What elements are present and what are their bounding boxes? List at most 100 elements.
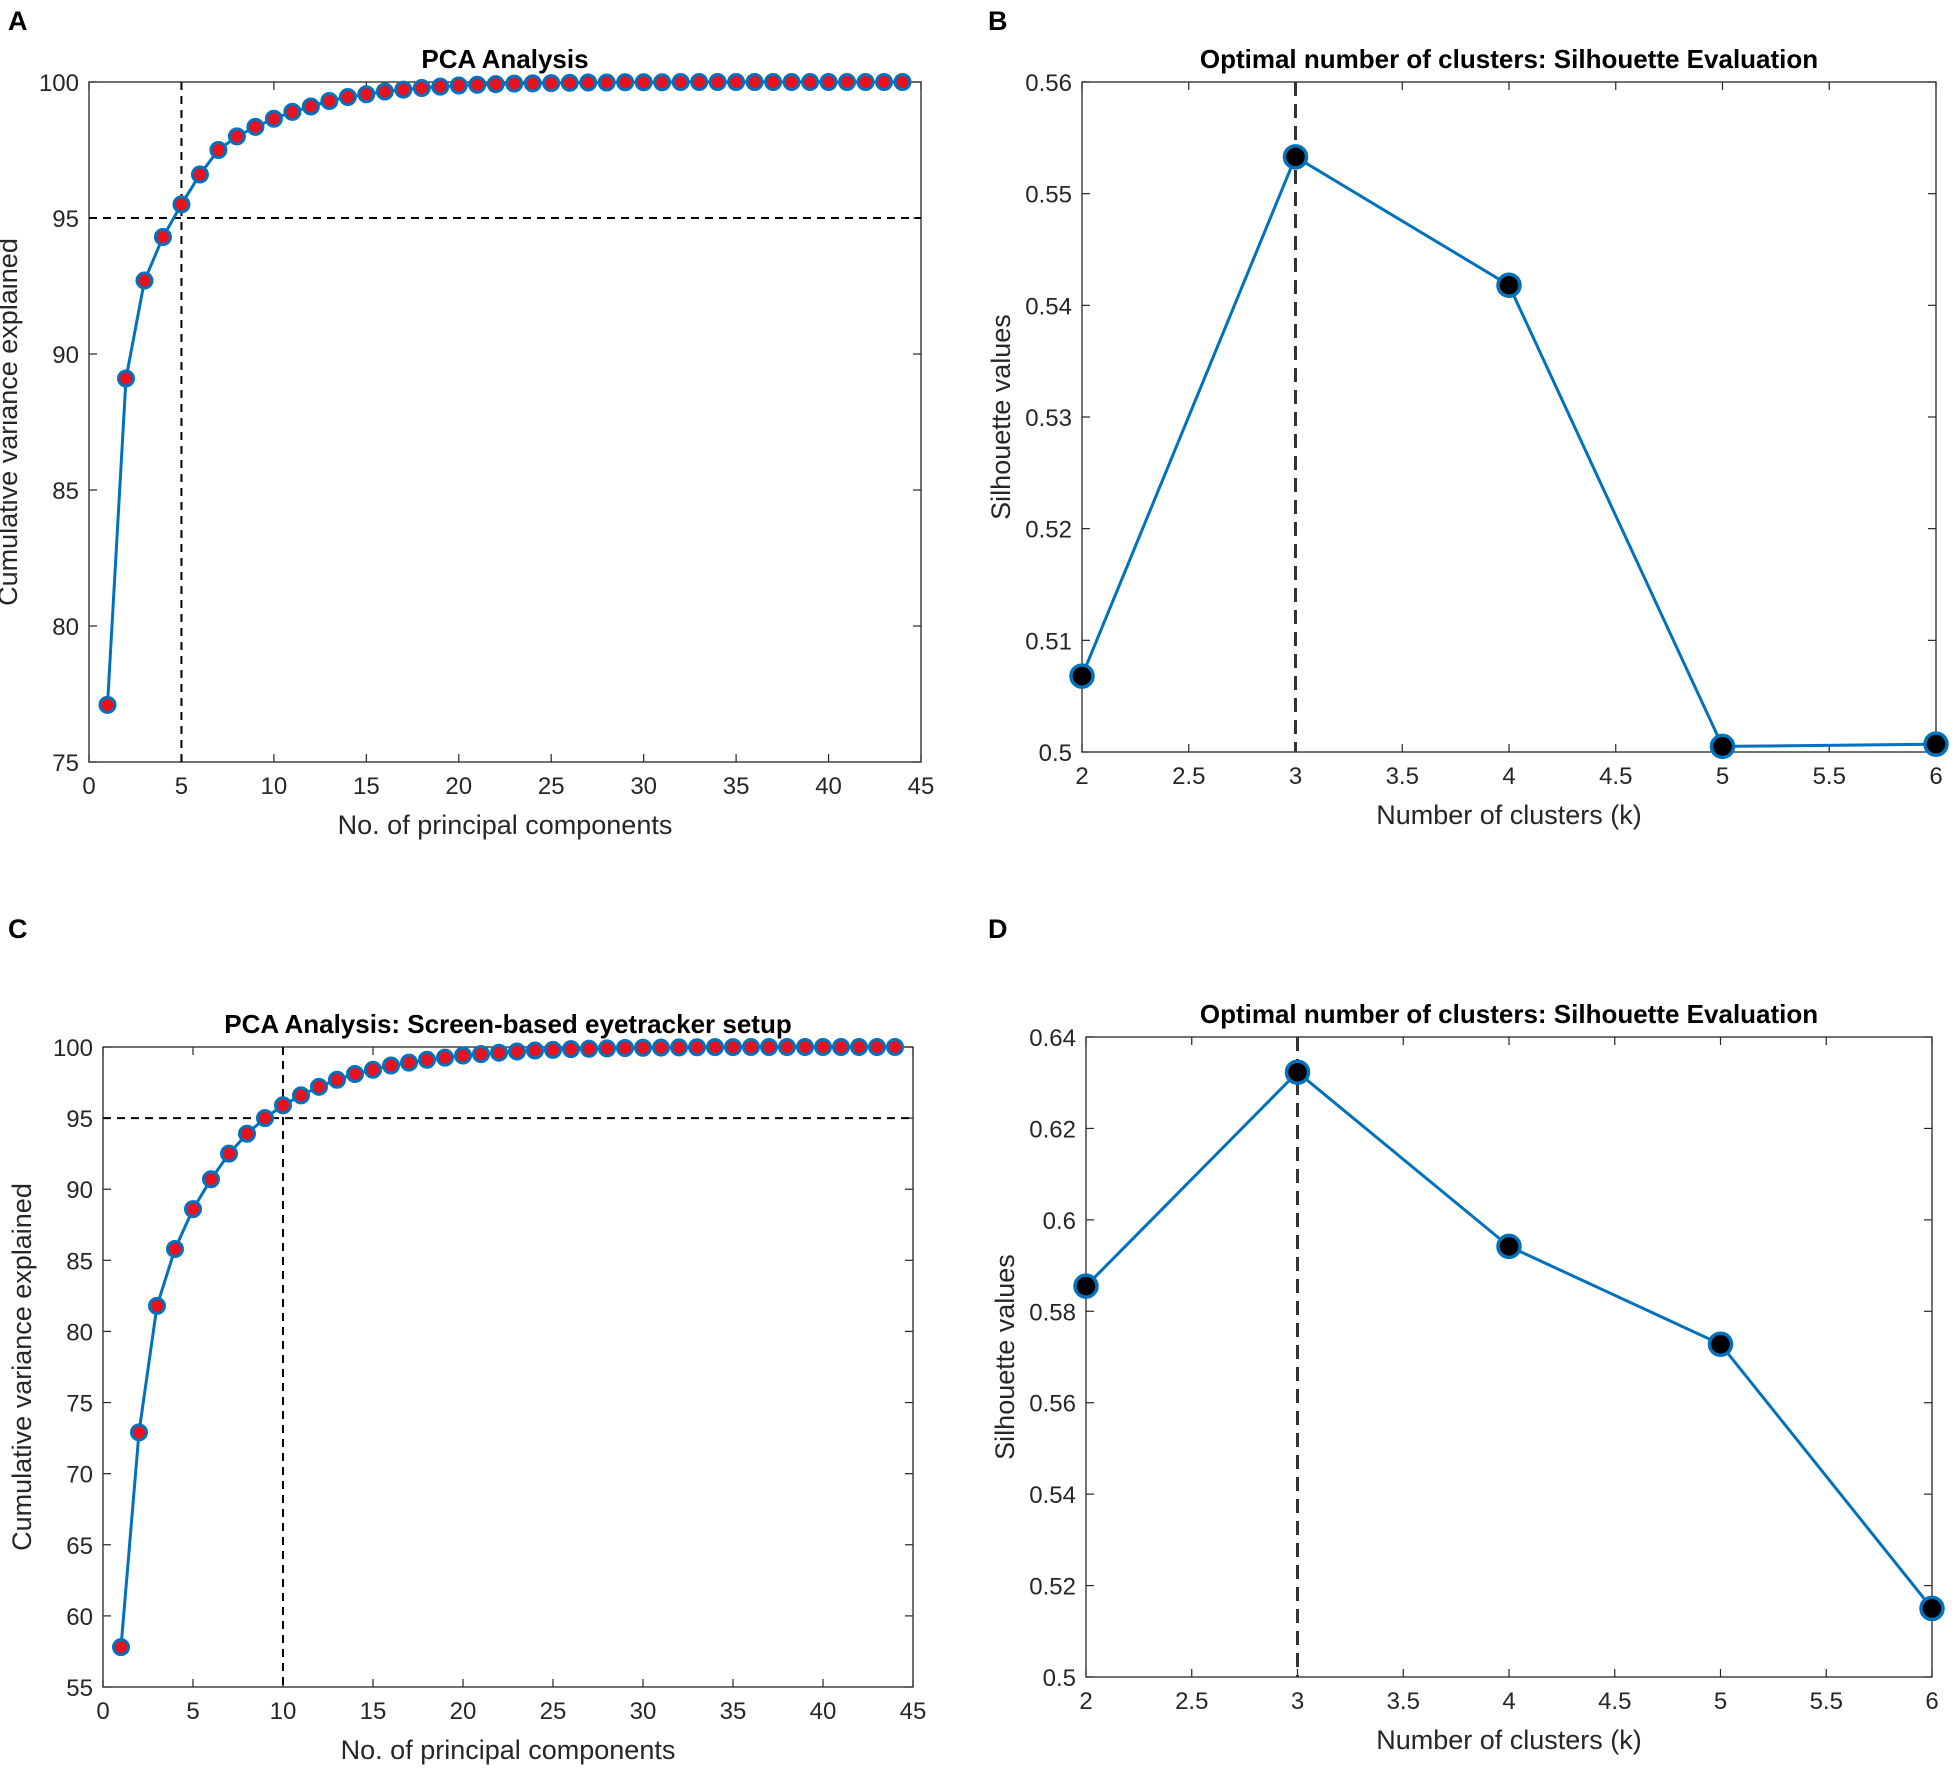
chart-c-y-tick-label: 95 [66,1106,93,1133]
chart-a-data-point [616,73,635,92]
chart-a-data-point [264,109,283,128]
chart-c-data-point [670,1038,688,1057]
chart-a-data-point [505,74,524,93]
chart-a-data-point [357,85,376,104]
chart-a-data-point [875,73,894,91]
chart-c-data-point [580,1039,598,1058]
chart-a-x-tick-label: 45 [908,773,935,800]
chart-a-y-tick-label: 90 [52,342,79,369]
chart-b-x-tick-label: 4 [1502,763,1515,790]
chart-d-y-tick-label: 0.62 [1029,1116,1076,1143]
chart-d-x-tick-label: 2.5 [1175,1688,1208,1715]
chart-b-title: Optimal number of clusters: Silhouette E… [1200,44,1818,74]
chart-a-y-tick-label: 95 [52,206,79,233]
chart-a-data-point [579,73,598,92]
chart-a-pca: 0 5 10 15 20 25 30 35 40 45 75 80 85 90 95 100 PCA Analy… [0,44,934,840]
chart-d-x-tick-label: 6 [1925,1688,1938,1715]
chart-d-y-tick-label: 0.54 [1029,1482,1076,1509]
chart-a-data-point [560,73,579,92]
chart-c-x-axis-label: No. of principal components [341,1735,676,1765]
chart-d-data-point [1707,1331,1734,1357]
chart-b-y-tick-label: 0.52 [1025,517,1072,544]
chart-c-title: PCA Analysis: Screen-based eyetracker se… [224,1009,791,1039]
chart-c-y-axis-label: Cumulative variance explained [7,1183,37,1551]
chart-c-data-point [184,1200,202,1219]
chart-a-data-point [246,117,265,136]
chart-a-data-point [190,165,209,184]
chart-b-x-tick-label: 4.5 [1599,763,1632,790]
chart-c-x-tick-label: 10 [270,1698,297,1725]
chart-a-data-point [227,127,246,146]
chart-a-data-point [338,87,357,106]
chart-a-data-point [394,80,413,99]
chart-c-data-point [886,1038,904,1056]
chart-a-data-point [856,73,875,91]
chart-a-data-point [727,73,746,91]
chart-d-x-tick-label: 3.5 [1387,1688,1420,1715]
chart-c-y-tick-label: 90 [66,1177,93,1204]
chart-a-x-tick-label: 20 [445,773,472,800]
chart-d-x-tick-label: 3 [1291,1688,1304,1715]
chart-c-data-point [400,1053,418,1072]
chart-c-data-point [724,1038,742,1057]
chart-b-x-tick-label: 2 [1075,763,1088,790]
chart-c-data-point [562,1040,580,1059]
chart-b-y-tick-label: 0.51 [1025,628,1072,655]
chart-c-data-point [634,1038,652,1057]
panel-label-b: B [988,6,1008,36]
chart-b-data-point [1496,272,1522,298]
chart-c-x-tick-label: 5 [186,1698,199,1725]
chart-c-x-tick-label: 25 [540,1698,567,1725]
chart-a-x-tick-label: 40 [815,773,842,800]
chart-a-x-axis-label: No. of principal components [338,810,673,840]
chart-c-data-point [310,1077,328,1096]
chart-d-data-point [1073,1273,1099,1299]
chart-a-x-tick-label: 35 [723,773,750,800]
chart-c-data-point [868,1038,886,1056]
chart-a-x-tick-label: 5 [175,773,188,800]
chart-a-data-point [745,73,764,91]
chart-a-title: PCA Analysis [421,44,588,74]
chart-d-y-tick-label: 0.5 [1043,1665,1076,1692]
chart-d-y-tick-label: 0.58 [1029,1299,1076,1326]
chart-c-data-point [382,1056,400,1075]
chart-c-x-tick-label: 35 [720,1698,747,1725]
chart-a-data-point [375,82,394,101]
chart-a-data-point [172,195,191,214]
chart-c-x-tick-label: 45 [900,1698,927,1725]
chart-c-data-point [814,1038,832,1056]
chart-a-data-point [283,102,302,121]
chart-a-data-point [209,141,228,159]
chart-a-data-point [801,73,820,91]
chart-a-x-tick-label: 25 [538,773,565,800]
chart-d-y-axis-label: Silhouette values [990,1254,1020,1460]
chart-c-x-tick-label: 0 [96,1698,109,1725]
chart-c-y-tick-label: 75 [66,1391,93,1418]
chart-c-x-tick-label: 20 [450,1698,477,1725]
chart-b-x-tick-label: 6 [1929,763,1942,790]
chart-a-data-point [153,228,172,247]
chart-c-data-point [598,1039,616,1058]
chart-c-data-point [832,1038,850,1056]
chart-c-data-point [346,1065,364,1084]
chart-a-data-point [597,73,616,92]
chart-c-data-point [688,1038,706,1057]
chart-c-y-tick-label: 80 [66,1319,93,1346]
chart-c-data-point [148,1296,166,1315]
chart-a-data-point [819,73,838,91]
chart-d-y-tick-label: 0.64 [1029,1025,1076,1052]
chart-b-y-tick-label: 0.53 [1025,405,1072,432]
chart-d-x-axis-label: Number of clusters (k) [1376,1725,1642,1755]
chart-c-axes-box [102,1046,914,1688]
chart-c-data-point [508,1042,526,1061]
chart-b-x-tick-label: 2.5 [1172,763,1205,790]
chart-c-x-tick-label: 30 [630,1698,657,1725]
chart-a-x-tick-label: 15 [353,773,380,800]
chart-a-y-axis-label: Cumulative variance explained [0,238,23,606]
chart-a-data-point [690,73,709,91]
chart-b-y-tick-label: 0.56 [1025,70,1072,97]
chart-c-y-tick-label: 85 [66,1248,93,1275]
chart-a-data-point [893,73,912,91]
chart-b-data-point [1709,733,1736,760]
